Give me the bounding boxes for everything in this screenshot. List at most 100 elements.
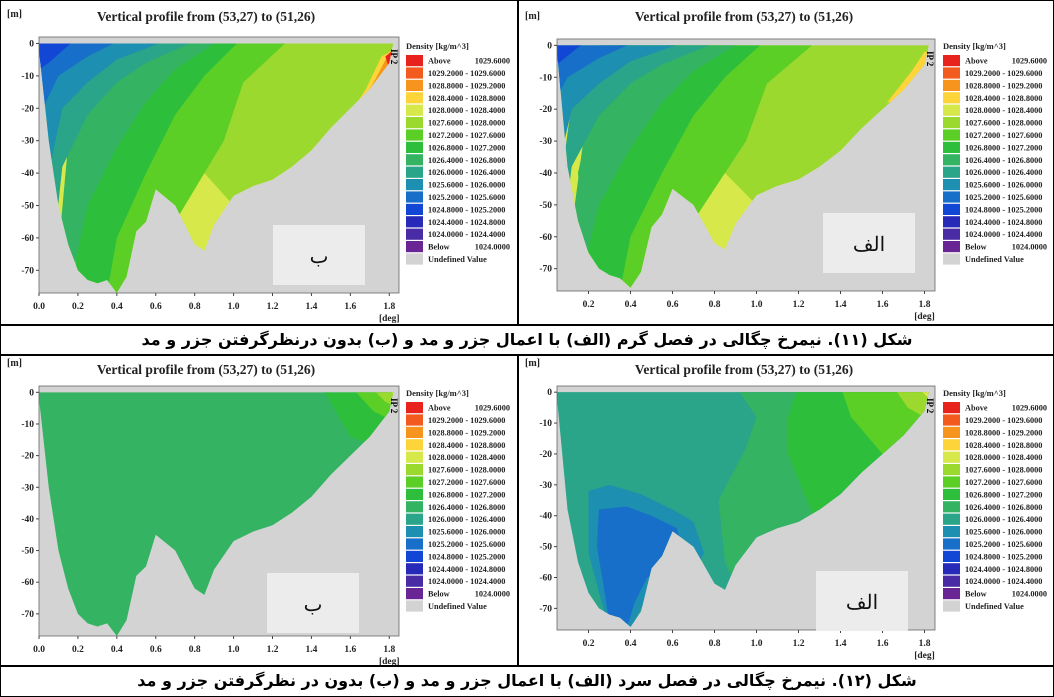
legend-swatch	[943, 253, 960, 265]
legend-label: 1028.4000 - 1028.8000	[428, 441, 505, 450]
legend-swatch	[943, 426, 960, 438]
legend-swatch	[943, 501, 960, 513]
chart-cold-with-tide: Vertical profile from (53,27) to (51,26)…	[525, 358, 1047, 661]
legend-swatch	[406, 476, 423, 488]
x-tick-label: 1.6	[877, 300, 889, 310]
legend-label: 1026.0000 - 1026.4000	[965, 515, 1042, 524]
legend-swatch	[943, 117, 960, 129]
legend-label: 1027.2000 - 1027.6000	[428, 478, 505, 487]
legend-label: 1028.4000 - 1028.8000	[428, 94, 505, 103]
legend-swatch	[943, 550, 960, 562]
legend-value: 1029.6000	[1012, 57, 1047, 66]
y-tick-label: -50	[21, 547, 34, 557]
x-tick-label: 1.2	[267, 302, 279, 312]
y-tick-label: -60	[539, 233, 552, 243]
legend-label: 1028.4000 - 1028.8000	[965, 94, 1042, 103]
x-tick-label: 0.6	[150, 645, 162, 655]
legend-label: 1024.8000 - 1025.2000	[965, 205, 1042, 214]
legend-swatch	[406, 563, 423, 575]
legend-swatch	[406, 117, 423, 129]
x-tick-label: 0.0	[33, 645, 45, 655]
x-axis-unit: [deg]	[914, 312, 935, 322]
legend-label: 1026.8000 - 1027.2000	[965, 490, 1042, 499]
legend-swatch	[406, 55, 423, 67]
legend-swatch	[406, 129, 423, 141]
x-axis-unit: [deg]	[379, 314, 400, 324]
legend-label: 1024.0000 - 1024.4000	[965, 577, 1042, 586]
legend-swatch	[406, 154, 423, 166]
density-band	[557, 45, 725, 288]
y-tick-label: -30	[21, 137, 34, 147]
legend-swatch	[406, 166, 423, 178]
x-tick-label: 0.4	[625, 639, 637, 649]
legend-value: 1024.0000	[1012, 590, 1047, 599]
density-band	[886, 51, 929, 103]
legend-swatch	[406, 402, 423, 414]
legend-label: 1024.4000 - 1024.8000	[428, 565, 505, 574]
legend-swatch	[943, 588, 960, 600]
legend-swatch	[943, 92, 960, 104]
x-tick-label: 1.2	[267, 645, 279, 655]
legend-swatch	[406, 104, 423, 116]
chart-warm-with-tide: Vertical profile from (53,27) to (51,26)…	[525, 9, 1047, 322]
legend-label: 1027.6000 - 1028.0000	[965, 119, 1042, 128]
x-tick-label: 0.2	[72, 302, 84, 312]
x-tick-label: 0.2	[583, 300, 595, 310]
legend-label: 1025.2000 - 1025.6000	[428, 540, 505, 549]
legend-swatch	[943, 402, 960, 414]
legend-swatch	[943, 600, 960, 612]
legend-swatch	[943, 439, 960, 451]
legend-label: Above	[428, 57, 451, 66]
legend-label: 1028.8000 - 1029.2000	[428, 81, 505, 90]
legend-swatch	[406, 203, 423, 215]
panel-label-box	[267, 573, 359, 633]
density-band	[39, 43, 205, 293]
density-band	[557, 45, 694, 237]
legend-label: 1029.2000 - 1029.6000	[965, 416, 1042, 425]
panel-label: الف	[846, 592, 878, 614]
legend-swatch	[406, 191, 423, 203]
legend-title: Density [kg/m^3]	[943, 41, 1006, 51]
panel-cold-without-tide: Vertical profile from (53,27) to (51,26)…	[0, 355, 518, 667]
legend-swatch	[943, 166, 960, 178]
legend-swatch	[406, 513, 423, 525]
y-tick-label: -40	[539, 169, 552, 179]
legend-label: 1024.8000 - 1025.2000	[965, 552, 1042, 561]
y-tick-label: -70	[21, 610, 34, 620]
legend-value: 1029.6000	[475, 57, 510, 66]
y-tick-label: 0	[29, 388, 34, 398]
legend-swatch	[943, 216, 960, 228]
y-tick-label: -40	[21, 515, 34, 525]
y-tick-label: -20	[21, 104, 34, 114]
panel-label-box	[816, 571, 908, 631]
y-tick-label: -30	[21, 483, 34, 493]
legend-swatch	[406, 426, 423, 438]
legend-label: 1027.6000 - 1028.0000	[428, 466, 505, 475]
legend-label: Below	[428, 243, 450, 252]
chart-cold-without-tide: Vertical profile from (53,27) to (51,26)…	[7, 358, 510, 667]
legend-swatch	[943, 526, 960, 538]
y-axis-unit: [m]	[525, 11, 540, 22]
x-tick-label: 0.4	[625, 300, 637, 310]
legend-swatch	[406, 538, 423, 550]
y-tick-label: -60	[539, 573, 552, 583]
legend-swatch	[406, 141, 423, 153]
legend-label: 1026.4000 - 1026.8000	[428, 156, 505, 165]
x-tick-label: 1.8	[919, 639, 931, 649]
legend-title: Density [kg/m^3]	[406, 41, 469, 51]
plot-frame	[556, 38, 936, 292]
legend-label: Above	[965, 404, 988, 413]
plot-frame	[38, 36, 400, 294]
legend-label: Below	[965, 243, 987, 252]
legend-label: 1028.8000 - 1029.2000	[428, 428, 505, 437]
x-tick-label: 0.8	[189, 302, 201, 312]
legend-label: Undefined Value	[965, 602, 1024, 611]
chart-title: Vertical profile from (53,27) to (51,26)	[635, 362, 853, 377]
legend-swatch	[943, 563, 960, 575]
y-tick-label: -50	[21, 202, 34, 212]
x-tick-label: 1.8	[383, 302, 395, 312]
y-tick-label: -20	[539, 105, 552, 115]
density-band	[39, 43, 127, 125]
legend-swatch	[406, 67, 423, 79]
legend-swatch	[943, 538, 960, 550]
